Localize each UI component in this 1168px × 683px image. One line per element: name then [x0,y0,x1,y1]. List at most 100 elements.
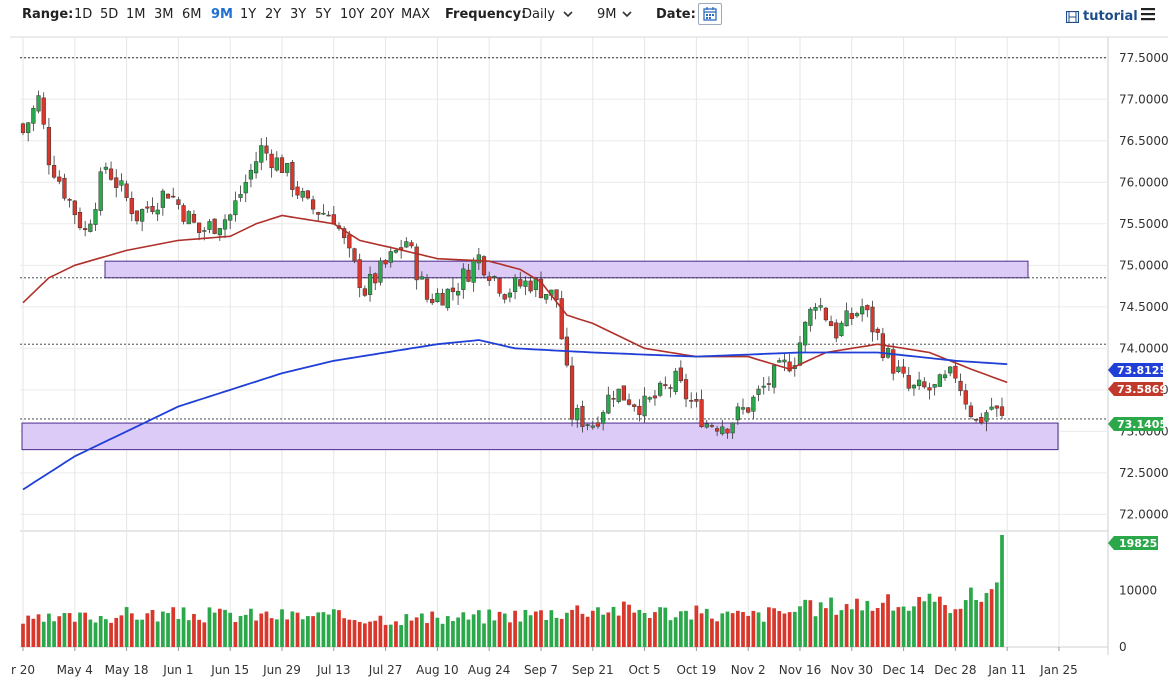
candle [310,195,316,215]
hamburger-icon[interactable] [1140,6,1156,22]
range-1y[interactable]: 1Y [240,7,257,22]
range-9m[interactable]: 9M [211,7,233,22]
candle [632,403,637,412]
date-tick-label: Aug 24 [468,663,511,677]
candle [875,327,880,341]
candle [98,167,103,216]
candle [197,222,202,241]
range-1m[interactable]: 1M [126,7,146,22]
range-max[interactable]: MAX [401,7,431,22]
candle [658,380,663,398]
price-tick-label: 77.5000 [1119,51,1168,65]
volume-bar [725,611,730,647]
candle [575,404,580,428]
volume-bar [88,619,93,647]
chevron-down-icon[interactable] [622,9,632,19]
range-20y[interactable]: 20Y [370,7,395,22]
chevron-down-icon[interactable] [563,9,573,19]
candle [523,276,528,296]
tutorial-link[interactable]: tutorial [1083,9,1138,24]
candle [274,151,279,172]
volume-bar [21,623,25,647]
volume-value: 19825 [1119,537,1157,550]
date-tick-label: Dec 14 [882,663,924,677]
candle [103,162,108,174]
volume-bar [596,607,600,647]
candle [93,202,98,231]
candle [932,384,937,396]
candle [373,272,378,291]
candle [528,276,533,294]
range-3m[interactable]: 3M [154,7,174,22]
candle [885,345,891,359]
volume-bar [445,616,450,647]
volume-bar [52,621,56,647]
candle [62,173,67,201]
candle [150,197,155,215]
volume-bar [31,618,36,647]
volume-bar [735,610,740,647]
frequency-dropdown[interactable]: Daily [522,7,555,22]
candle [637,399,642,422]
range-5d[interactable]: 5D [100,7,119,22]
volume-bar [818,602,823,647]
volume-bar [606,612,611,647]
volume-bar [326,614,331,647]
period-dropdown[interactable]: 9M [597,7,617,22]
price-tick-label: 76.0000 [1119,175,1168,189]
volume-bar [295,612,300,647]
date-tick-label: Jul 13 [316,663,351,677]
range-10y[interactable]: 10Y [340,7,365,22]
volume-bar [207,607,212,647]
volume-bar [653,612,657,647]
volume-tick-label: 0 [1119,640,1127,654]
volume-bar [601,614,606,647]
candle [854,311,860,318]
volume-bar [627,604,631,647]
candle [891,343,896,381]
date-tick-label: Nov 30 [831,663,874,677]
film-icon[interactable] [1066,11,1079,23]
candle [404,237,409,248]
range-1d[interactable]: 1D [74,7,93,22]
candle [849,307,854,326]
candle [455,282,461,306]
range-6m[interactable]: 6M [182,7,202,22]
range-2y[interactable]: 2Y [265,7,282,22]
price-tick-label: 74.0000 [1119,341,1168,355]
candle [580,400,585,433]
volume-badge: 19825 [1108,536,1158,550]
candle [285,162,290,177]
candle [512,274,518,300]
candle [569,356,575,427]
range-5y[interactable]: 5Y [315,7,332,22]
range-3y[interactable]: 3Y [290,7,307,22]
volume-bar [114,617,119,647]
candle [367,266,373,302]
candle [766,376,772,391]
volume-bar [171,607,176,647]
volume-bar [394,621,398,647]
candle [984,409,989,432]
candle [968,402,974,420]
candle [663,376,668,390]
candlesticks [20,90,1005,439]
volume-bar [383,624,388,647]
volume-bar [565,612,569,647]
candle [777,357,782,363]
candle [290,159,295,198]
candle [813,303,818,320]
candle [430,293,435,305]
volume-bar [202,622,207,647]
volume-bar [533,611,538,647]
candle [124,180,129,202]
volume-bar [238,616,243,647]
volume-bar [264,611,269,647]
date-tick-label: Jan 25 [1039,663,1078,677]
candle [388,246,393,268]
candle [973,418,979,423]
candle [481,255,487,279]
volume-bar [715,621,719,647]
candle [906,367,911,392]
calendar-button[interactable] [698,3,722,25]
